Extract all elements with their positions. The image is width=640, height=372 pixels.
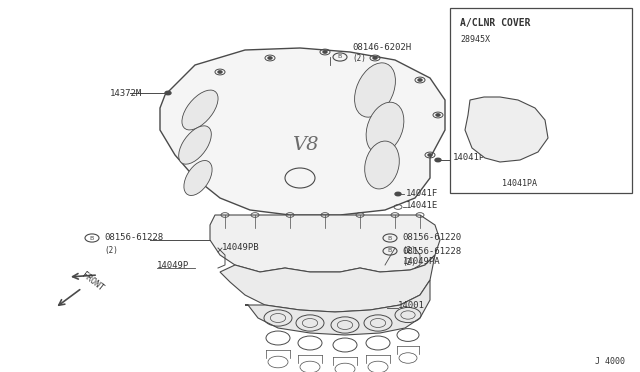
Circle shape <box>165 91 171 95</box>
Circle shape <box>428 154 432 156</box>
Text: B: B <box>388 248 392 253</box>
Circle shape <box>323 51 327 53</box>
Ellipse shape <box>184 161 212 195</box>
Text: 08156-61228: 08156-61228 <box>402 247 461 256</box>
Ellipse shape <box>182 90 218 130</box>
Text: (2): (2) <box>402 259 416 267</box>
Text: B: B <box>90 235 94 241</box>
Circle shape <box>435 158 441 162</box>
Text: J 4000: J 4000 <box>595 357 625 366</box>
Text: (2): (2) <box>352 55 366 64</box>
Text: B: B <box>388 235 392 241</box>
Ellipse shape <box>355 63 396 117</box>
Circle shape <box>373 57 377 59</box>
Text: 14049P: 14049P <box>157 260 189 269</box>
Text: A/CLNR COVER: A/CLNR COVER <box>460 18 531 28</box>
Text: B: B <box>338 55 342 60</box>
Text: 14049PA: 14049PA <box>403 257 440 266</box>
Text: (2): (2) <box>402 246 416 254</box>
Polygon shape <box>245 280 430 335</box>
Text: 08146-6202H: 08146-6202H <box>352 44 411 52</box>
Text: 08156-61228: 08156-61228 <box>104 234 163 243</box>
Ellipse shape <box>366 102 404 154</box>
Text: 14041P: 14041P <box>453 153 485 161</box>
Ellipse shape <box>179 126 211 164</box>
Bar <box>450 8 632 193</box>
Circle shape <box>436 114 440 116</box>
Text: FRONT: FRONT <box>80 271 105 293</box>
Text: 28945X: 28945X <box>460 35 490 45</box>
Text: 14001: 14001 <box>398 301 425 310</box>
Polygon shape <box>210 215 440 272</box>
Circle shape <box>218 71 222 73</box>
Polygon shape <box>220 255 435 312</box>
Circle shape <box>498 31 502 33</box>
Text: (2): (2) <box>104 246 118 254</box>
Text: 14041E: 14041E <box>406 202 438 211</box>
Circle shape <box>268 57 272 59</box>
Polygon shape <box>465 97 548 162</box>
Ellipse shape <box>365 141 399 189</box>
Text: 14041PA: 14041PA <box>502 179 537 187</box>
Text: 14041F: 14041F <box>406 189 438 198</box>
Circle shape <box>395 192 401 196</box>
Text: 08156-61220: 08156-61220 <box>402 234 461 243</box>
Text: 14049PB: 14049PB <box>222 244 260 253</box>
Polygon shape <box>160 48 445 215</box>
Text: V8: V8 <box>292 136 318 154</box>
Text: 14372M: 14372M <box>110 89 142 97</box>
Circle shape <box>418 79 422 81</box>
